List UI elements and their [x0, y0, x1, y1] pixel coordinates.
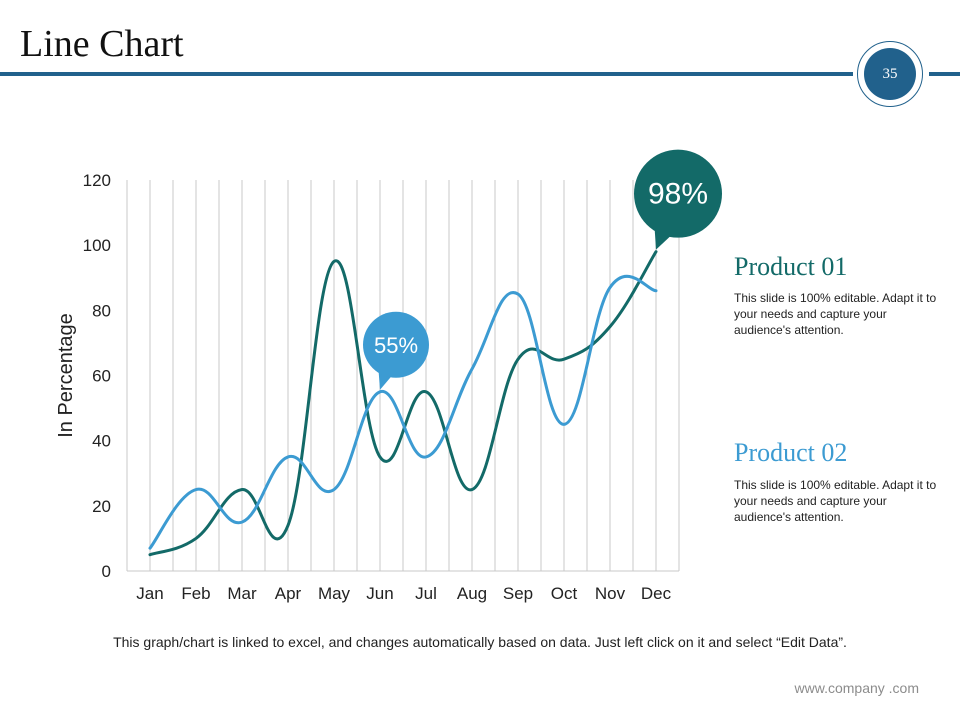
x-tick-label: Sep	[503, 584, 533, 603]
legend-title-product-02: Product 02	[734, 438, 848, 467]
x-tick-label: Jun	[366, 584, 393, 603]
series-line-product-02	[148, 274, 658, 550]
y-tick-label: 80	[92, 301, 111, 320]
x-tick-label: Nov	[595, 584, 626, 603]
page-number-badge: 35	[857, 41, 923, 107]
x-tick-label: May	[318, 584, 351, 603]
legend-title-product-01: Product 01	[734, 252, 848, 281]
page-number: 35	[864, 48, 916, 100]
y-tick-label: 0	[102, 562, 111, 581]
x-tick-label: Jan	[136, 584, 163, 603]
page-title: Line Chart	[20, 23, 184, 65]
callout-label: 98%	[648, 178, 708, 211]
callout-bubble	[363, 311, 429, 378]
chart-footnote: This graph/chart is linked to excel, and…	[113, 634, 847, 650]
series-line-product-01	[148, 250, 658, 557]
callout-label: 55%	[374, 333, 418, 358]
y-tick-label: 60	[92, 367, 111, 386]
y-axis-label: In Percentage	[55, 313, 77, 438]
y-tick-label: 120	[83, 171, 111, 190]
title-divider	[0, 72, 853, 76]
x-tick-label: Feb	[181, 584, 210, 603]
company-website: www.company .com	[794, 680, 919, 696]
x-tick-label: Dec	[641, 584, 672, 603]
x-tick-label: Jul	[415, 584, 437, 603]
callout-bubble	[634, 149, 722, 238]
title-divider-right	[929, 72, 960, 76]
y-tick-label: 40	[92, 432, 111, 451]
x-tick-label: Aug	[457, 584, 487, 603]
x-tick-label: Oct	[551, 584, 578, 603]
y-tick-label: 20	[92, 497, 111, 516]
legend-desc-product-02: This slide is 100% editable. Adapt it to…	[734, 478, 937, 524]
y-tick-label: 100	[83, 236, 111, 255]
legend-desc-product-01: This slide is 100% editable. Adapt it to…	[734, 291, 937, 337]
x-tick-label: Mar	[227, 584, 257, 603]
x-tick-label: Apr	[275, 584, 302, 603]
